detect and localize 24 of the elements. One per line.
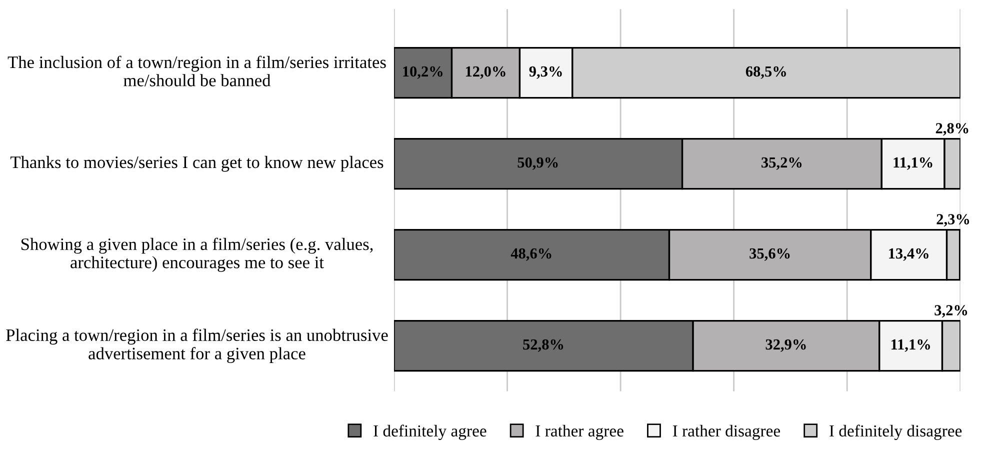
data-label: 68,5% xyxy=(746,66,786,79)
y-tick-label: Placing a town/region in a film/series is an unobtrusive advertisement for a given place xyxy=(6,328,388,363)
data-label: 35,6% xyxy=(750,248,790,261)
legend-label: I definitely disagree xyxy=(830,424,962,440)
y-tick-label: The inclusion of a town/region in a film/series irritates me/should be banned xyxy=(8,56,386,86)
data-label: 32,9% xyxy=(766,339,806,352)
data-label: 13,4% xyxy=(889,248,928,261)
legend-label: I rather agree xyxy=(536,424,624,440)
data-label: 10,2% xyxy=(403,66,442,79)
data-label: 11,1% xyxy=(891,339,930,352)
y-tick-label: Showing a given place in a film/series (e.g. values, architecture) encourages me to see it xyxy=(21,238,373,272)
data-label: 2,3% xyxy=(936,214,970,227)
data-label: 52,8% xyxy=(523,339,564,352)
data-label: 9,3% xyxy=(529,66,562,79)
data-label: 12,0% xyxy=(466,66,506,79)
data-label: 2,8% xyxy=(936,123,968,136)
data-label: 35,2% xyxy=(762,157,802,170)
legend-label: I rather disagree xyxy=(672,424,780,440)
data-label: 48,6% xyxy=(510,248,552,261)
data-label: 11,1% xyxy=(894,157,932,170)
y-tick-label: Thanks to movies/series I can get to know new places xyxy=(10,156,384,172)
data-label: 3,2% xyxy=(934,305,968,318)
data-label: 50,9% xyxy=(518,157,558,170)
legend-label: I definitely agree xyxy=(374,424,486,440)
